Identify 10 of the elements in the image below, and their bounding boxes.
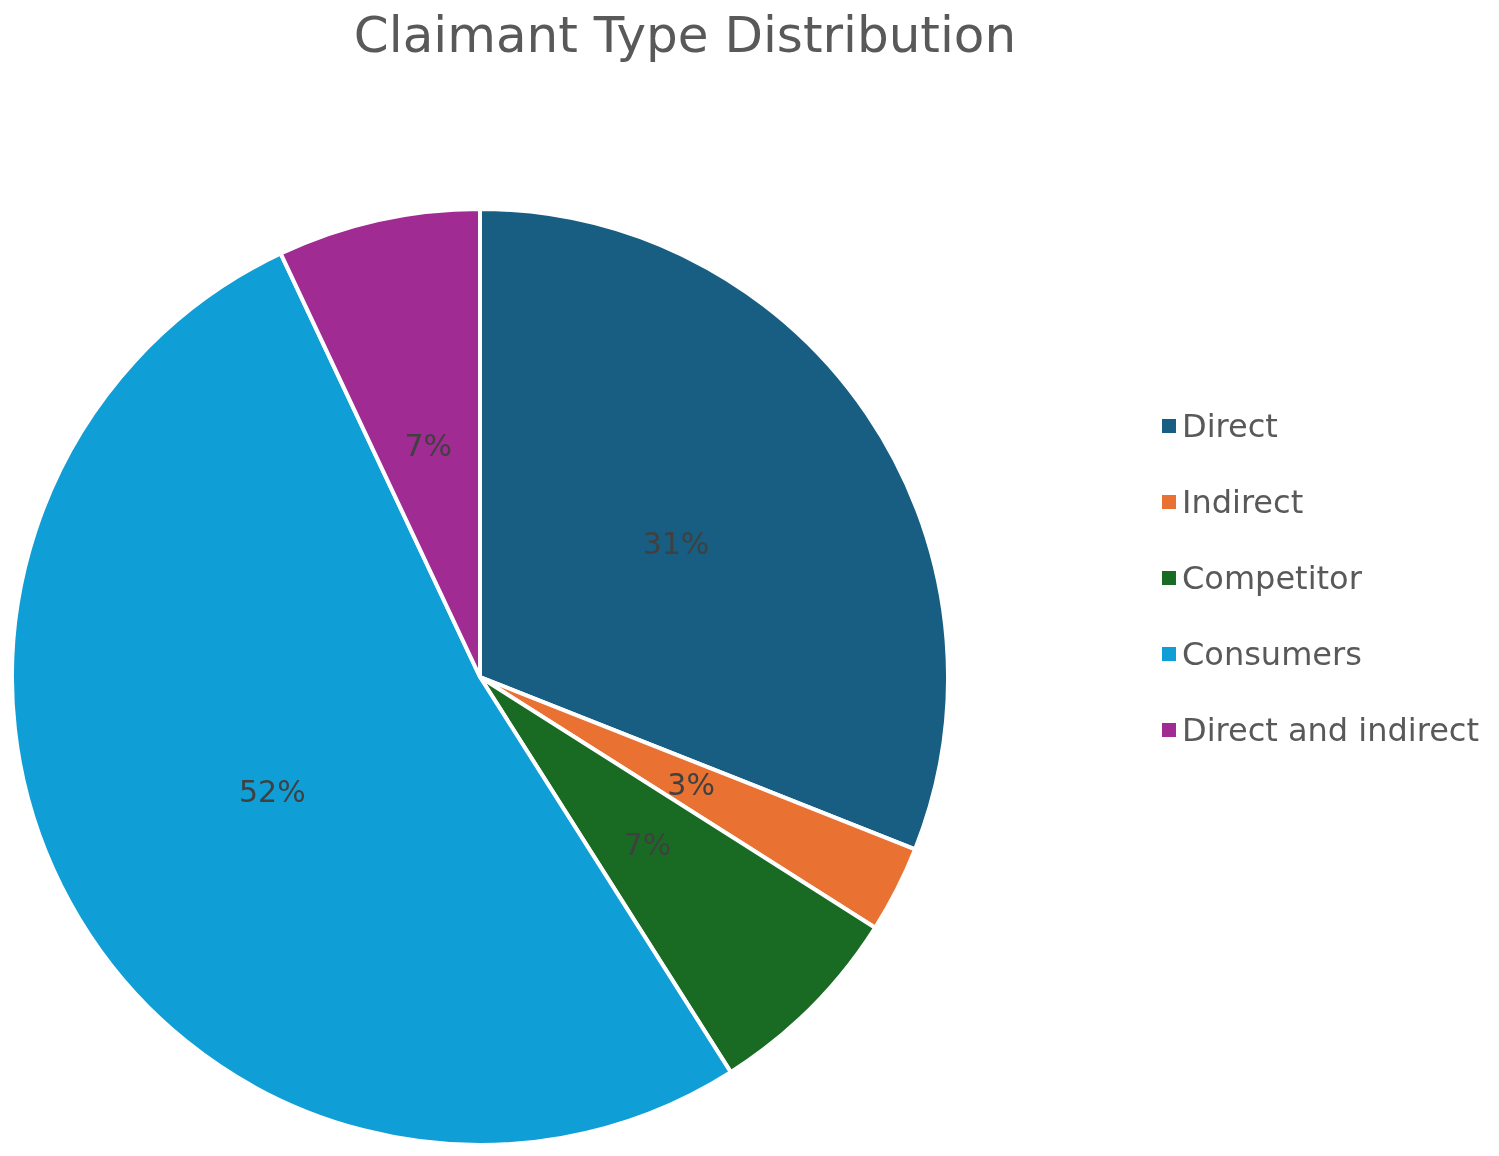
data-label: 31% [642, 526, 710, 562]
legend-label: Indirect [1181, 483, 1304, 521]
legend-label: Consumers [1181, 635, 1362, 673]
legend-label: Direct [1181, 407, 1278, 445]
chart-title: Claimant Type Distribution [353, 6, 1017, 64]
data-label: 7% [404, 428, 453, 464]
data-label: 52% [238, 773, 306, 809]
legend-label: Direct and indirect [1181, 711, 1479, 749]
data-label: 3% [667, 767, 715, 803]
legend-label: Competitor [1181, 559, 1363, 597]
